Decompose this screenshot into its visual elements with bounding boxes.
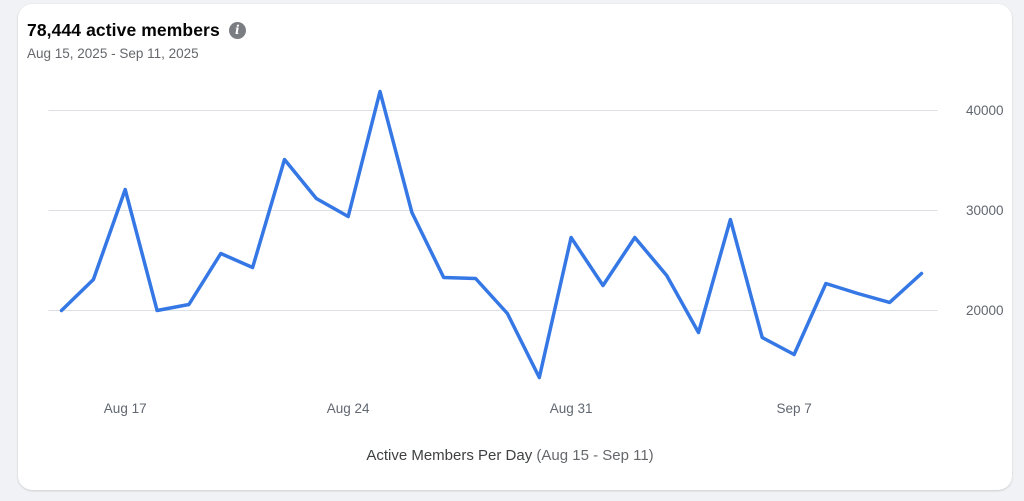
y-axis-tick-label: 40000 — [966, 102, 1004, 118]
chart-caption-main: Active Members Per Day — [366, 447, 533, 464]
date-range-subtitle: Aug 15, 2025 - Sep 11, 2025 — [27, 46, 199, 61]
chart-header: 78,444 active members i Aug 15, 2025 - S… — [27, 18, 246, 62]
y-axis-tick-label: 30000 — [966, 202, 1004, 218]
x-axis-tick-label: Aug 24 — [326, 401, 370, 416]
active-members-line-chart[interactable] — [48, 85, 938, 397]
x-axis-tick-label: Aug 17 — [103, 401, 147, 416]
y-axis-tick-label: 20000 — [966, 302, 1004, 318]
y-axis: 20000 30000 40000 — [948, 85, 1010, 397]
active-members-series-line — [59, 89, 924, 380]
active-members-card: 78,444 active members i Aug 15, 2025 - S… — [18, 4, 1012, 490]
gridlines — [48, 110, 938, 311]
x-axis-tick-label: Aug 31 — [549, 401, 593, 416]
info-icon[interactable]: i — [228, 21, 246, 39]
x-axis: Aug 17 Aug 24 Aug 31 Sep 7 — [18, 400, 1012, 420]
x-axis-tick-label: Sep 7 — [776, 401, 812, 416]
chart-caption-suffix: (Aug 15 - Sep 11) — [536, 447, 654, 464]
chart-caption: Active Members Per Day (Aug 15 - Sep 11) — [366, 446, 653, 466]
active-members-count-title: 78,444 active members — [27, 20, 220, 40]
